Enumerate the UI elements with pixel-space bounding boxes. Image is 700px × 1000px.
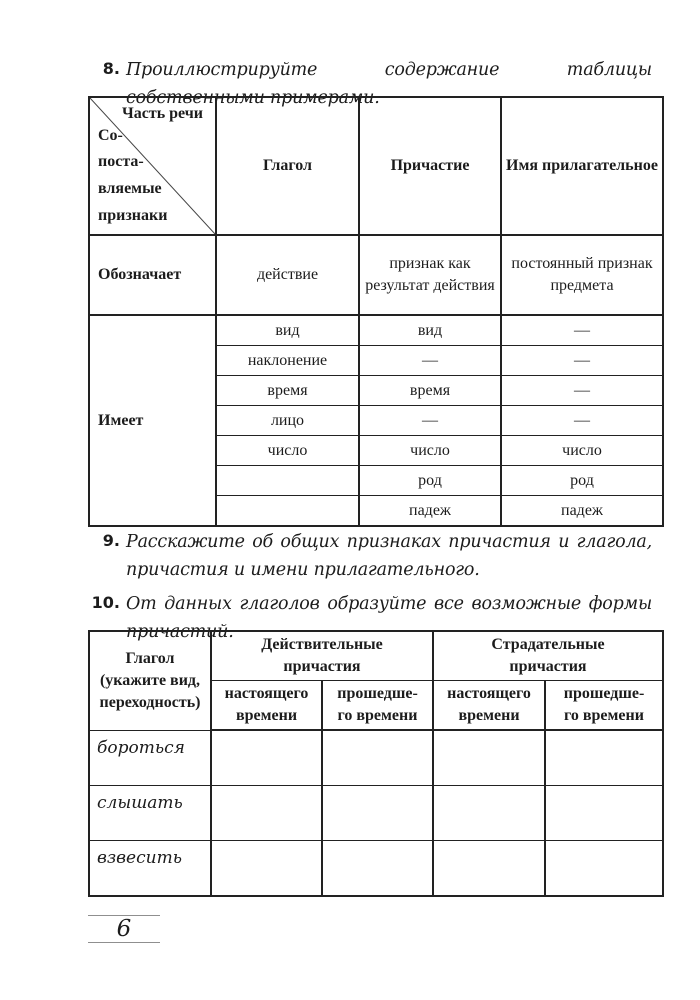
subheader-present: настоящего времени <box>432 680 546 731</box>
comparison-table: Часть речи Со- поста- вляемые признаки Г… <box>88 96 664 527</box>
verb-row: слышать <box>88 784 664 841</box>
empty-cell <box>321 729 434 786</box>
has-row: число число число <box>89 435 664 466</box>
table-cell: число <box>500 435 664 466</box>
verb-row: бороться <box>88 729 664 786</box>
table-cell: действие <box>215 234 360 316</box>
page-number: 6 <box>116 916 132 942</box>
empty-cell <box>210 784 323 841</box>
table-cell: — <box>500 314 664 346</box>
has-row: наклонение — — <box>89 345 664 376</box>
table-cell: постоянный признак предмета <box>500 234 664 316</box>
group-header-passive: Страдательные причастия <box>432 630 664 681</box>
verb-row: взвесить <box>88 839 664 896</box>
page-number-box: 6 <box>88 915 160 943</box>
has-row: род род <box>89 465 664 496</box>
verb-cell: взвесить <box>88 839 212 896</box>
table-cell: вид <box>358 314 502 346</box>
verb-column-header: Глагол (укажите вид, переходность) <box>88 630 212 731</box>
task-8-number: 8. <box>102 59 120 78</box>
has-row: лицо — — <box>89 405 664 436</box>
denotes-row: Обозначает действие признак как результа… <box>88 234 664 316</box>
table-cell: наклонение <box>215 345 360 376</box>
table-cell: число <box>215 435 360 466</box>
corner-label-compared-features: Со- поста- вляемые признаки <box>98 126 168 225</box>
corner-label-part-of-speech: Часть речи <box>121 105 203 122</box>
has-row: Имеет вид вид — <box>88 314 664 527</box>
participle-table-group-row: Глагол (укажите вид, переходность) Дейст… <box>88 630 664 731</box>
table-cell: падеж <box>358 495 502 527</box>
table-cell: время <box>358 375 502 406</box>
task-9: 9. Расскажите об общих признаках причаст… <box>86 528 652 584</box>
column-header-verb: Глагол <box>215 96 360 236</box>
column-header-participle: Причастие <box>358 96 502 236</box>
empty-cell <box>432 784 546 841</box>
denotes-label: Обозначает <box>88 234 217 316</box>
empty-cell <box>432 839 546 896</box>
has-row: время время — <box>89 375 664 406</box>
table-cell: лицо <box>215 405 360 436</box>
subheader-past: прошедше- го времени <box>321 680 434 731</box>
table-cell: число <box>358 435 502 466</box>
task-9-number: 9. <box>102 531 120 550</box>
participle-table: Глагол (укажите вид, переходность) Дейст… <box>88 630 664 897</box>
table-cell: род <box>358 465 502 496</box>
table-cell: вид <box>215 314 360 346</box>
verb-cell: слышать <box>88 784 212 841</box>
verb-cell: бороться <box>88 729 212 786</box>
table-cell: — <box>358 405 502 436</box>
participle-table-subheader-row: настоящего времени прошедше- го времени … <box>89 680 664 731</box>
table-cell: признак как результат действия <box>358 234 502 316</box>
has-row: падеж падеж <box>89 495 664 527</box>
diagonal-line <box>90 98 215 234</box>
empty-cell <box>210 729 323 786</box>
table-cell: — <box>500 375 664 406</box>
table-cell: — <box>500 345 664 376</box>
empty-cell <box>321 784 434 841</box>
task-10-number: 10. <box>91 593 120 612</box>
table-cell <box>215 495 360 527</box>
corner-cell: Часть речи Со- поста- вляемые признаки <box>88 96 217 236</box>
task-9-text: Расскажите об общих признаках причастия … <box>126 532 652 580</box>
table-cell <box>215 465 360 496</box>
table-cell: род <box>500 465 664 496</box>
empty-cell <box>544 784 664 841</box>
empty-cell <box>432 729 546 786</box>
empty-cell <box>544 839 664 896</box>
has-label: Имеет <box>88 314 217 527</box>
subheader-past: прошедше- го времени <box>544 680 664 731</box>
empty-cell <box>544 729 664 786</box>
empty-cell <box>321 839 434 896</box>
subheader-present: настоящего времени <box>210 680 323 731</box>
table-cell: падеж <box>500 495 664 527</box>
table-cell: — <box>358 345 502 376</box>
comparison-table-header-row: Часть речи Со- поста- вляемые признаки Г… <box>88 96 664 236</box>
table-cell: — <box>500 405 664 436</box>
column-header-adjective: Имя прилагательное <box>500 96 664 236</box>
group-header-active: Действительные причастия <box>210 630 434 681</box>
empty-cell <box>210 839 323 896</box>
table-cell: время <box>215 375 360 406</box>
